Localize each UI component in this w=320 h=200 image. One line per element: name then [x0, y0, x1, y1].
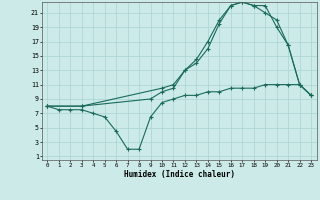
- X-axis label: Humidex (Indice chaleur): Humidex (Indice chaleur): [124, 170, 235, 179]
